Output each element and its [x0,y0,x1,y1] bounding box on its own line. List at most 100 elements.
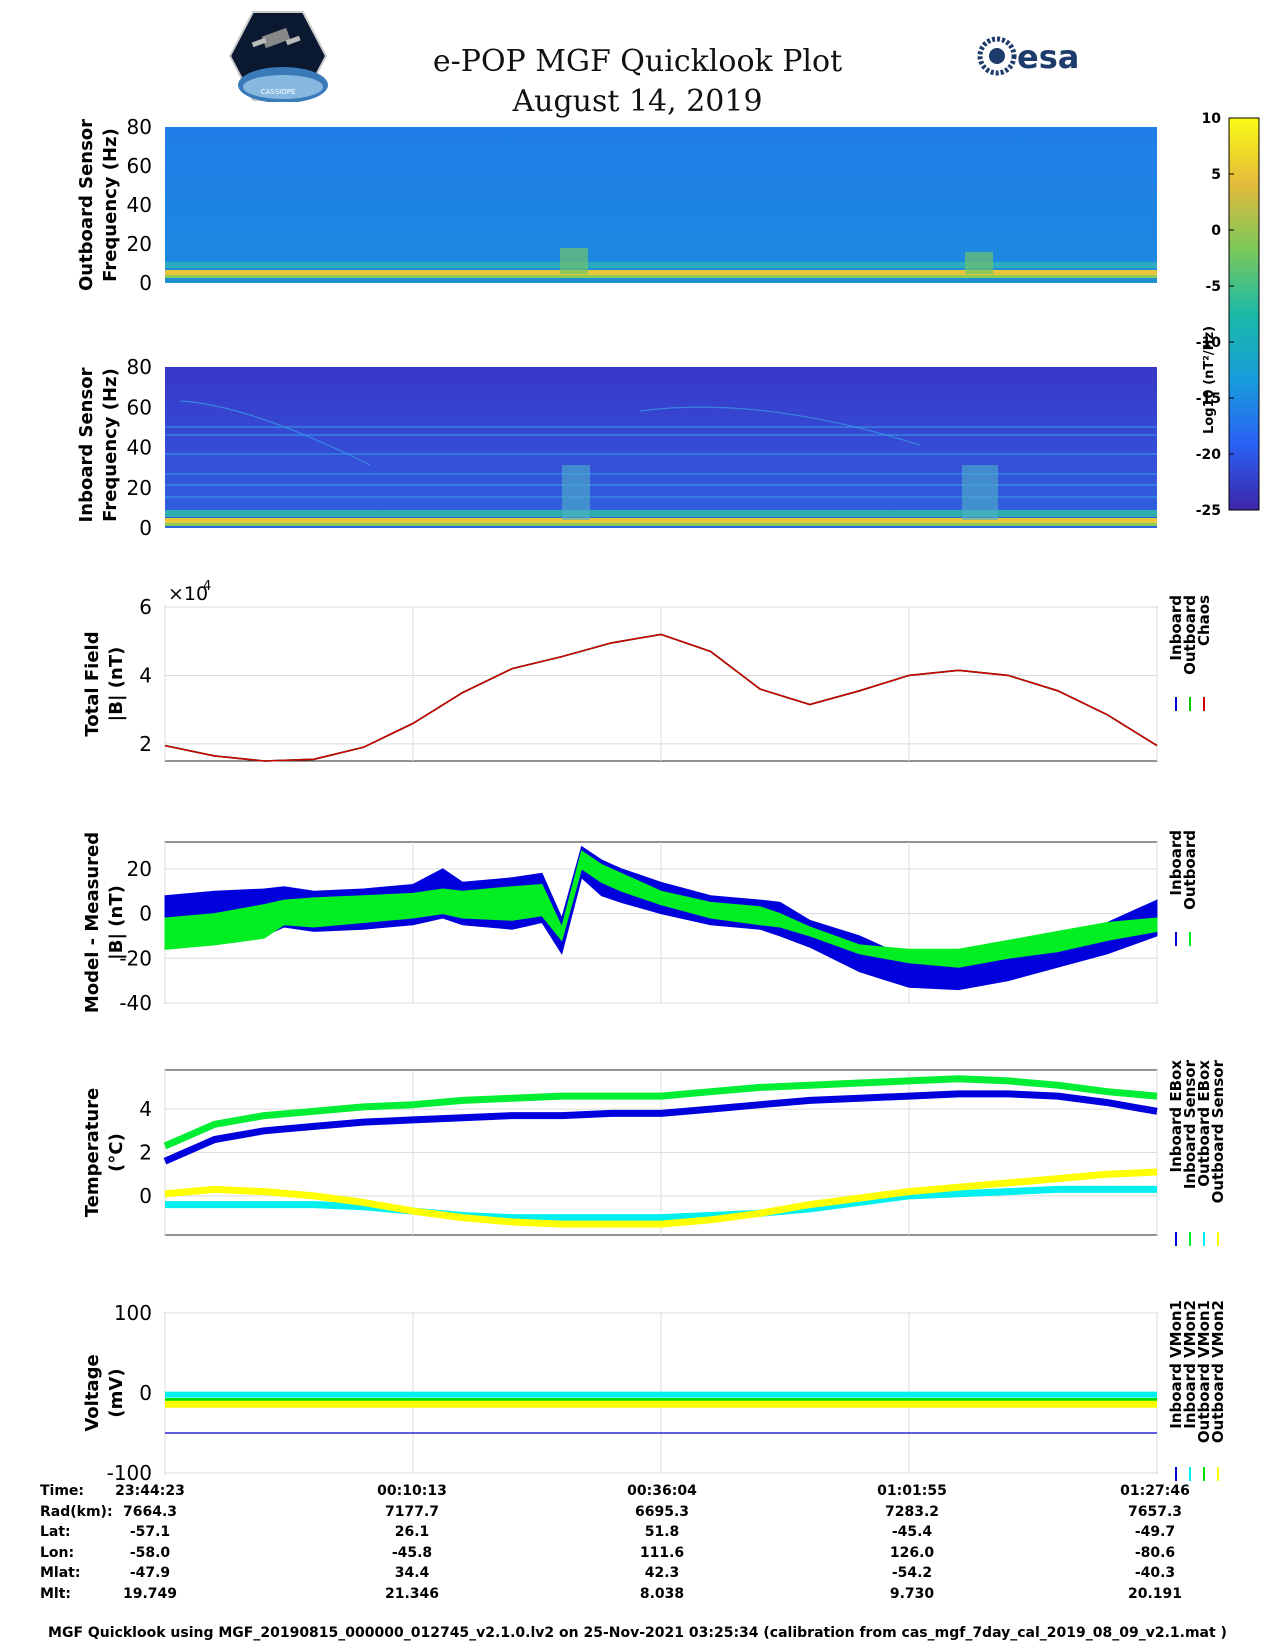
colorbar-tick-label: -10 [1196,335,1222,351]
voltage-legend-label: Inboard VMon2 [1181,1300,1199,1429]
orbit-cell: 26.1 [394,1524,430,1541]
orbit-cell: 01:01:55 [877,1483,947,1499]
voltage-tick-label: -100 [107,1461,152,1485]
temperature-series [164,1168,1158,1228]
voltage-panel: 100 0 -100 Voltage (mV) Inboard VMon1Inboard … [82,1300,1227,1485]
model-measured-panel: 20 0 -20 -40 Model - Measured |B| (nT) Inboard… [82,830,1199,1015]
outboard-y-ticks: 80 60 40 20 0 [127,115,152,295]
spectrogram-tick-label: 0 [139,271,152,295]
footer-caption: MGF Quicklook using MGF_20190815_000000_… [48,1625,1227,1641]
inboard-y-label-line2: Frequency (Hz) [100,368,121,522]
colorbar-ticks: 10 5 0 -5 -10 -15 -20 -25 [1196,111,1234,519]
orbit-cell: 00:10:13 [377,1483,447,1499]
orbit-cell: -49.7 [1134,1524,1176,1541]
model-measured-tick-label: 20 [127,857,152,881]
total-field-tick-label: 4 [139,663,152,687]
colorbar-label: Log10 (nT²/Hz) [1202,326,1217,434]
orbit-cell: 19.749 [122,1586,178,1602]
orbit-cell: 23:44:23 [115,1483,185,1499]
total-field-multiplier-exp: 4 [203,579,211,594]
orbit-cell: 126.0 [889,1544,935,1561]
orbit-cell: 21.346 [384,1586,440,1602]
inboard-y-label: Inboard Sensor Frequency (Hz) [76,367,121,522]
model-measured-tick-label: 0 [139,902,152,926]
temperature-y-label: (°C) [106,1133,127,1172]
orbit-cell: -57.1 [129,1524,171,1541]
temperature-tick-label: 2 [139,1141,152,1165]
spectrogram-tick-label: 0 [139,516,152,540]
total-field-tick-label: 2 [139,732,152,756]
total-field-legend-label: Inboard [1167,595,1185,661]
orbit-cell: -54.2 [891,1565,933,1582]
orbit-info-table: Time: 23:44:23 00:10:13 00:36:04 01:01:55 01:… [0,1483,1275,1611]
colorbar-tick-label: -5 [1205,279,1221,295]
temperature-series [165,1185,1157,1222]
total-field-y-label: Total Field [82,631,103,736]
voltage-legend-label: Outboard VMon1 [1195,1300,1213,1443]
orbit-cell: -45.4 [891,1524,933,1541]
total-field-series-chaos [164,633,1158,762]
orbit-cell: 00:36:04 [627,1483,697,1499]
voltage-y-label: Voltage [82,1354,103,1431]
orbit-row-label: Lat: [40,1524,71,1541]
model-measured-y-label: |B| (nT) [106,885,127,960]
colorbar: 10 5 0 -5 -10 -15 -20 -25 Log10 (nT²/Hz) [1196,111,1260,519]
spectrogram-tick-label: 40 [127,436,152,460]
temperature-tick-label: 0 [139,1184,152,1208]
spectrogram-tick-label: 20 [127,232,152,256]
orbit-cell: 111.6 [639,1544,685,1561]
orbit-cell: -45.8 [391,1544,433,1561]
spectrogram-tick-label: 60 [127,154,152,178]
spectrogram-tick-label: 80 [127,115,152,139]
spectrogram-tick-label: 40 [127,193,152,217]
outboard-spectrogram-panel: 80 60 40 20 0 Outboard Sensor Frequency (Hz) [76,115,1157,295]
plot-title: e-POP MGF Quicklook Plot [432,44,843,79]
voltage-legend-label: Inboard VMon1 [1167,1300,1185,1429]
inboard-spectrogram-image [165,367,1157,528]
colorbar-gradient [1228,117,1260,511]
voltage-y-label: (mV) [106,1368,127,1417]
colorbar-tick-label: 5 [1211,167,1221,183]
voltage-tick-label: 100 [114,1301,152,1325]
total-field-legend-label: Chaos [1195,595,1213,646]
model-measured-tick-label: -40 [119,991,152,1015]
inboard-y-label-line1: Inboard Sensor [76,367,97,522]
orbit-row-label: Mlt: [40,1586,72,1602]
orbit-cell: 7283.2 [884,1503,940,1520]
model-measured-y-label: Model - Measured [82,832,103,1013]
model-measured-tick-label: -20 [119,946,152,970]
orbit-cell: 20.191 [1127,1586,1183,1602]
orbit-cell: -47.9 [129,1565,171,1582]
model-measured-legend-label: Inboard [1167,830,1185,896]
orbit-row-label: Rad(km): [40,1503,113,1520]
orbit-cell: 9.730 [889,1586,935,1602]
inboard-spectrogram-panel: 80 60 40 20 0 Inboard Sensor Frequency (Hz) [76,355,1157,540]
temperature-tick-label: 4 [139,1097,152,1121]
spectrogram-tick-label: 60 [127,395,152,419]
model-measured-band-outboard [164,850,1158,968]
outboard-y-label: Outboard Sensor Frequency (Hz) [76,119,121,291]
voltage-tick-label: 0 [139,1381,152,1405]
orbit-row-label: Time: [40,1483,85,1499]
temperature-y-label: Temperature [82,1088,103,1217]
temperature-series [163,1090,1158,1165]
outboard-spectrogram-image [165,127,1157,283]
orbit-cell: 8.038 [639,1586,685,1602]
colorbar-tick-label: -25 [1196,503,1221,519]
temperature-series [163,1075,1158,1150]
orbit-cell: 51.8 [644,1524,680,1541]
esa-logo: esa [977,36,1079,76]
colorbar-tick-label: -15 [1196,391,1221,407]
outboard-y-label-line1: Outboard Sensor [76,119,97,291]
temperature-legend-label: Outboard EBox [1195,1060,1213,1187]
total-field-y-label: |B| (nT) [106,647,127,722]
orbit-cell: -58.0 [129,1544,171,1561]
orbit-cell: 6695.3 [634,1503,690,1520]
orbit-row-label: Mlat: [40,1565,81,1582]
model-measured-legend-label: Outboard [1181,830,1199,910]
total-field-tick-label: 6 [139,595,152,619]
orbit-cell: 7657.3 [1127,1503,1183,1520]
spectrogram-tick-label: 20 [127,476,152,500]
orbit-cell: -40.3 [1134,1565,1176,1582]
